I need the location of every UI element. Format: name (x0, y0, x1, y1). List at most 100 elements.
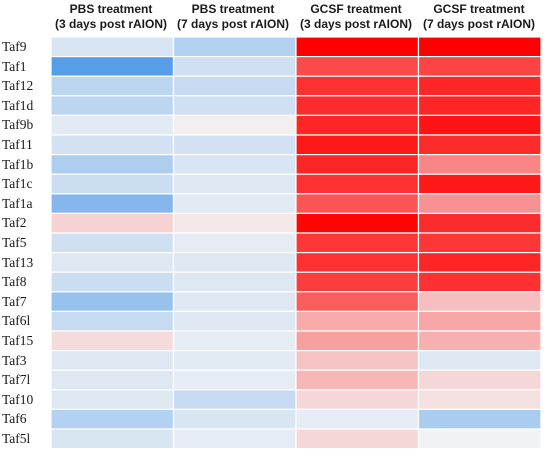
heatmap-cell (295, 212, 420, 234)
column-header-line1: GCSF treatment (310, 2, 402, 16)
heatmap-cell (295, 232, 420, 254)
heatmap-cell (50, 55, 175, 77)
heatmap-cell (295, 193, 420, 215)
heatmap-cell (295, 310, 420, 332)
heatmap-cell (295, 369, 420, 391)
column-header-line2: (7 days post rAION) (176, 17, 290, 31)
row-label: Taf1c (2, 176, 33, 192)
heatmap-cell (417, 154, 542, 175)
heatmap-cell (172, 291, 297, 312)
heatmap-cell (50, 193, 175, 215)
row-label: Taf10 (2, 391, 34, 407)
heatmap-cell (172, 212, 297, 234)
heatmap-cell (172, 232, 297, 254)
heatmap-cell (417, 232, 542, 254)
row-label: Taf6 (2, 411, 27, 427)
heatmap-cell (295, 389, 420, 410)
heatmap-cell (172, 389, 297, 410)
heatmap-cell (172, 252, 297, 273)
heatmap-cell (50, 114, 175, 136)
heatmap-cell (50, 310, 175, 332)
heatmap-cell (172, 95, 297, 117)
heatmap-cell (417, 95, 542, 117)
heatmap-cell (417, 310, 542, 332)
heatmap-cell (50, 330, 175, 352)
heatmap-cell (50, 232, 175, 254)
heatmap-cell (295, 154, 420, 175)
heatmap-cell (50, 408, 175, 430)
column-header-line2: (3 days post rAION) (54, 17, 168, 31)
heatmap-cell (172, 134, 297, 156)
heatmap-cell (295, 95, 420, 117)
heatmap-cell (172, 193, 297, 215)
row-label: Taf9 (2, 39, 27, 54)
heatmap-cell (417, 408, 542, 430)
heatmap-cell (417, 75, 542, 97)
heatmap-cell (417, 193, 542, 215)
column-header-line2: (3 days post rAION) (299, 17, 413, 31)
heatmap-cell (172, 271, 297, 293)
row-label: Taf8 (2, 274, 27, 290)
row-label: Taf15 (2, 333, 34, 348)
heatmap-cell (417, 350, 542, 371)
column-header-line2: (7 days post rAION) (422, 17, 536, 31)
heatmap-cell (50, 350, 175, 371)
heatmap-cell (417, 114, 542, 136)
heatmap-cell (295, 271, 420, 293)
heatmap-cell (417, 330, 542, 352)
heatmap-cell (50, 252, 175, 273)
heatmap-cell (50, 36, 175, 58)
heatmap-cell (50, 389, 175, 410)
row-label: Taf9b (2, 117, 34, 133)
heatmap-cell (50, 271, 175, 293)
column-header-gcsf-3-days: GCSF treatment (3 days post rAION) (296, 2, 416, 32)
heatmap-cell (172, 55, 297, 77)
row-label: Taf3 (2, 352, 27, 368)
row-label: Taf12 (2, 78, 34, 94)
row-label: Taf11 (2, 137, 33, 152)
heatmap-cell (50, 369, 175, 391)
row-label: Taf5l (2, 431, 31, 446)
heatmap-cell (295, 114, 420, 136)
heatmap-cell (417, 55, 542, 77)
heatmap-cell (172, 369, 297, 391)
heatmap-cell (172, 173, 297, 195)
column-header-pbs-7-days: PBS treatment (7 days post rAION) (173, 2, 293, 32)
column-header-line1: PBS treatment (69, 2, 153, 16)
heatmap-cell (50, 212, 175, 234)
heatmap-cell (172, 330, 297, 352)
row-label: Taf1d (2, 97, 34, 113)
heatmap-cell (295, 408, 420, 430)
column-header-pbs-3-days: PBS treatment (3 days post rAION) (51, 2, 171, 32)
heatmap-cell (50, 95, 175, 117)
heatmap-cell (295, 252, 420, 273)
row-label: Taf6l (2, 313, 31, 329)
row-label: Taf1a (2, 195, 33, 211)
heatmap-cell (295, 173, 420, 195)
heatmap-cell (172, 350, 297, 371)
heatmap-cell (172, 310, 297, 332)
heatmap-cell (417, 428, 542, 450)
column-header-line1: GCSF treatment (433, 2, 525, 16)
heatmap-cell (417, 173, 542, 195)
heatmap-cell (172, 428, 297, 450)
heatmap-cell (50, 428, 175, 450)
heatmap-cell (172, 36, 297, 58)
row-label: Taf5 (2, 235, 27, 250)
heatmap-cell (417, 212, 542, 234)
heatmap-cell (172, 154, 297, 175)
heatmap-cell (295, 428, 420, 450)
heatmap-cell (417, 389, 542, 410)
heatmap-cell (50, 291, 175, 312)
heatmap-cell (295, 75, 420, 97)
heatmap-cell (50, 154, 175, 175)
heatmap-cell (172, 75, 297, 97)
row-label: Taf1 (2, 58, 27, 74)
heatmap-cell (417, 369, 542, 391)
heatmap-cell (172, 408, 297, 430)
row-label: Taf13 (2, 254, 34, 270)
heatmap-cell (417, 134, 542, 156)
heatmap-cell (417, 291, 542, 312)
heatmap-cell (295, 291, 420, 312)
